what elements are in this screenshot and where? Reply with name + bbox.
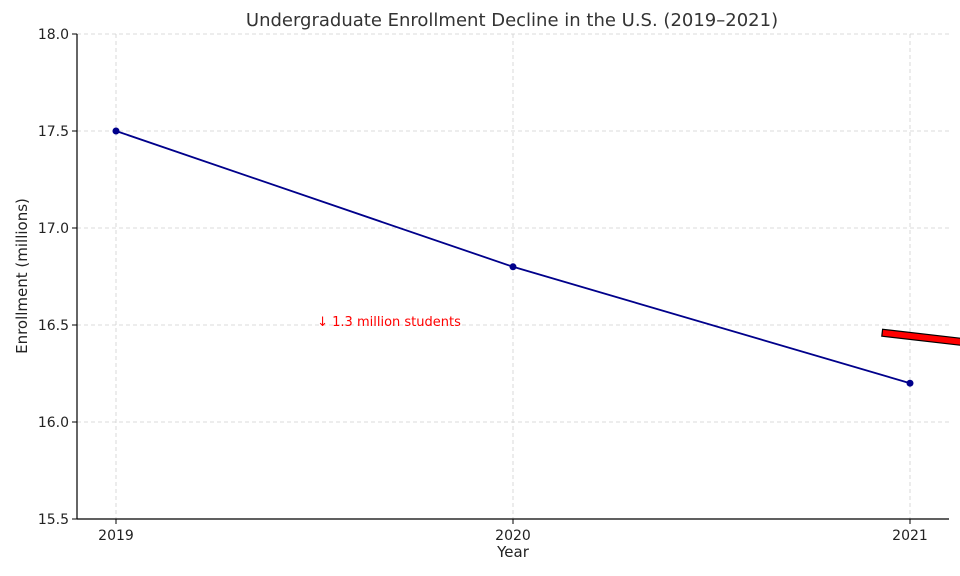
chart-title: Undergraduate Enrollment Decline in the … [246, 10, 778, 31]
annotation-arrow [881, 328, 960, 346]
annotation-label: ↓ 1.3 million students [317, 315, 461, 330]
y-tick-label: 15.5 [38, 512, 69, 528]
x-ticks: 2019 2020 2021 [98, 519, 928, 544]
y-axis-label: Enrollment (millions) [13, 198, 31, 354]
data-point-2021 [906, 379, 914, 387]
x-tick-label: 2020 [495, 528, 531, 544]
annotation: ↓ 1.3 million students [317, 315, 960, 346]
data-point-2020 [509, 263, 517, 271]
y-ticks: 15.5 16.0 16.5 17.0 17.5 18.0 [38, 27, 77, 528]
y-tick-label: 17.0 [38, 221, 69, 237]
gridlines [77, 33, 949, 520]
y-tick-label: 16.5 [38, 318, 69, 334]
data-point-2019 [112, 127, 120, 135]
x-tick-label: 2021 [892, 528, 928, 544]
y-tick-label: 18.0 [38, 27, 69, 43]
x-tick-label: 2019 [98, 528, 134, 544]
y-tick-label: 17.5 [38, 124, 69, 140]
y-tick-label: 16.0 [38, 415, 69, 431]
series-layer [112, 127, 914, 387]
x-axis-label: Year [496, 543, 530, 561]
